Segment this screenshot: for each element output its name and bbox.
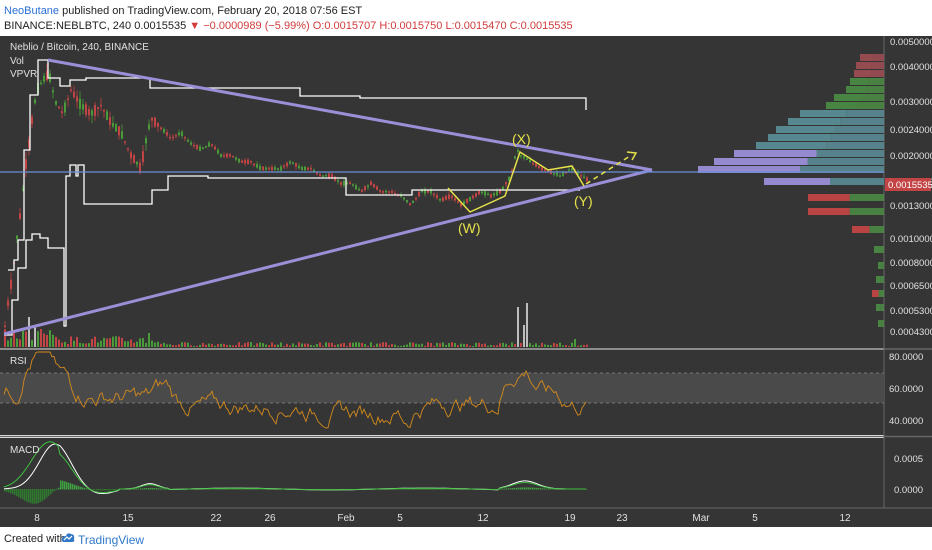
indicator-line-lower [4, 164, 580, 336]
price-tick: 0.0004300 [890, 327, 932, 338]
vpvr-profile [698, 54, 884, 327]
rsi-tick-60: 60.0000 [889, 384, 923, 395]
price-tick: 0.0006500 [890, 281, 932, 292]
chart-title: Neblio / Bitcoin, 240, BINANCE [10, 42, 149, 53]
author-link[interactable]: NeoButane [4, 5, 60, 17]
last-price: 0.0015535 [134, 20, 187, 32]
wave-label-w: (W) [458, 220, 481, 236]
publish-info: published on TradingView.com, February 2… [59, 5, 363, 17]
price-tick: 0.0005300 [890, 306, 932, 317]
time-label: 12 [839, 513, 851, 524]
time-label: Mar [692, 513, 710, 524]
price-tick: 0.0013000 [890, 201, 932, 212]
time-axis-labels: 8 15 22 26 Feb 5 12 19 23 Mar 5 12 [34, 513, 851, 524]
tradingview-logo-icon[interactable] [60, 531, 76, 545]
rsi-tick-80: 80.0000 [889, 352, 923, 363]
time-label: 5 [752, 513, 758, 524]
rsi-label: RSI [10, 356, 27, 367]
price-tick: 0.0050000 [890, 37, 932, 48]
price-axis[interactable] [884, 36, 932, 508]
wave-label-y: (Y) [574, 193, 593, 209]
volume-bars [4, 303, 588, 347]
rsi-band [0, 373, 884, 403]
vol-label: Vol [10, 56, 24, 67]
price-tick: 0.0008000 [890, 258, 932, 269]
ohlc-values: O:0.0015707 H:0.0015750 L:0.0015470 C:0.… [312, 20, 573, 32]
created-with: Created with [4, 533, 66, 545]
arrow-head-icon [626, 151, 638, 161]
header: NeoButane published on TradingView.com, … [0, 0, 932, 36]
down-arrow-icon: ▼ [189, 20, 201, 32]
time-label: 22 [210, 513, 222, 524]
time-label: 23 [616, 513, 628, 524]
price-tick: 0.0030000 [890, 97, 932, 108]
wave-pattern [447, 150, 585, 213]
tradingview-brand[interactable]: TradingView [78, 533, 145, 547]
wave-label-x: (X) [512, 131, 531, 147]
vpvr-label: VPVR [10, 69, 37, 80]
price-tick: 0.0020000 [890, 151, 932, 162]
symbol: BINANCE:NEBLBTC, 240 [4, 20, 132, 32]
price-tick: 0.0024000 [890, 125, 932, 136]
current-price-tag [885, 178, 931, 191]
time-label: 5 [397, 513, 403, 524]
indicator-line-upper [8, 59, 587, 271]
macd-pane[interactable] [0, 438, 884, 508]
price-change: −0.0000989 (−5.99%) [203, 20, 310, 32]
time-label: 26 [264, 513, 276, 524]
time-label: Feb [337, 513, 355, 524]
price-tick: 0.0010000 [890, 234, 932, 245]
wedge-upper-trendline [47, 58, 653, 172]
footer: Created with TradingView [0, 527, 932, 550]
macd-signal-line [3, 441, 586, 494]
macd-tick-0005: 0.0005 [894, 454, 923, 465]
candles [4, 63, 588, 328]
time-label: 19 [564, 513, 576, 524]
chart-canvas[interactable]: (X) (W) (Y) Neblio / Bitcoin, 240, BINAN… [0, 36, 932, 527]
price-tick: 0.0040000 [890, 62, 932, 73]
current-price-label: 0.0015535 [888, 180, 932, 191]
macd-tick-0: 0.0000 [894, 485, 923, 496]
macd-label: MACD [10, 445, 39, 456]
time-axis[interactable] [0, 508, 932, 527]
publish-line: NeoButane published on TradingView.com, … [4, 5, 362, 17]
time-label: 8 [34, 513, 40, 524]
rsi-tick-40: 40.0000 [889, 416, 923, 427]
time-label: 15 [122, 513, 134, 524]
main-pane[interactable] [0, 36, 884, 348]
rsi-line [3, 351, 587, 429]
time-label: 12 [477, 513, 489, 524]
wedge-lower-trendline [3, 168, 653, 336]
symbol-line: BINANCE:NEBLBTC, 240 0.0015535 ▼ −0.0000… [4, 20, 573, 32]
